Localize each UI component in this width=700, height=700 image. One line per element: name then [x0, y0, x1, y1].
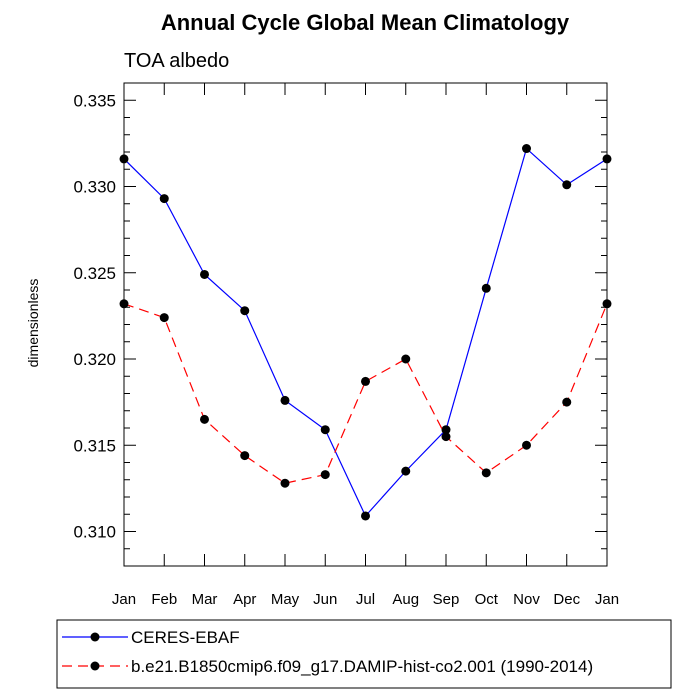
series-0-point [441, 425, 451, 435]
legend-marker-1 [90, 661, 100, 671]
x-tick-label: Oct [475, 591, 499, 608]
x-tick-label: Jun [313, 591, 337, 608]
series-1-point [441, 432, 451, 442]
x-tick-label: Mar [192, 591, 218, 608]
series-0-point [159, 194, 169, 204]
y-tick-label: 0.320 [73, 350, 116, 369]
x-tick-label: Dec [553, 591, 580, 608]
series-1-point [522, 440, 531, 450]
plot-area: 0.310 0.315 0.320 0.325 0.330 0.335 Jan Feb Mar A… [73, 82, 619, 608]
series-1-point [119, 299, 129, 309]
x-tick-label: Aug [392, 591, 419, 608]
x-tick-label: Nov [513, 591, 540, 608]
series-1-point [240, 451, 250, 461]
chart-title: Annual Cycle Global Mean Climatology [161, 10, 570, 35]
legend-label-0: CERES-EBAF [131, 628, 240, 647]
series-1-point [361, 376, 370, 386]
legend-marker-0 [90, 632, 100, 642]
series-0-point [401, 466, 411, 476]
y-axis-label: dimensionless [25, 279, 41, 368]
series-0-point [119, 154, 129, 164]
series-0-point [562, 180, 572, 190]
series-1-point [200, 414, 209, 424]
series-0-point [481, 283, 491, 293]
series-line-0 [123, 147, 608, 518]
legend-label-1: b.e21.B1850cmip6.f09_g17.DAMIP-hist-co2.… [131, 657, 593, 676]
series-0-point [200, 269, 209, 279]
series-1-point [562, 397, 572, 407]
legend: CERES-EBAF b.e21.B1850cmip6.f09_g17.DAMIP… [56, 619, 672, 689]
x-tick-label: May [271, 591, 300, 608]
chart-subtitle: TOA albedo [124, 50, 229, 72]
x-tick-label: Jan [112, 591, 136, 608]
series-0-point [361, 511, 370, 521]
series-1-point [481, 468, 491, 478]
series-line-1 [123, 303, 608, 484]
x-tick-label: Feb [151, 591, 177, 608]
y-tick-label: 0.335 [73, 91, 116, 110]
series-0-point [602, 154, 612, 164]
x-tick-label: Jul [356, 591, 375, 608]
series-1-point [159, 313, 169, 323]
series-0-point [522, 144, 531, 154]
series-1-point [401, 354, 411, 364]
x-tick-label: Apr [233, 591, 256, 608]
series-0-point [320, 425, 330, 435]
series-1-point [602, 299, 612, 309]
x-tick-label: Jan [595, 591, 619, 608]
legend-box [56, 619, 672, 689]
series-0-point [280, 395, 290, 405]
series-1-point [320, 470, 330, 480]
y-tick-label: 0.310 [73, 523, 116, 542]
series-1-point [280, 478, 290, 488]
y-tick-label: 0.315 [73, 436, 116, 455]
y-tick-label: 0.330 [73, 178, 116, 197]
series-0-point [240, 306, 250, 316]
x-tick-label: Sep [433, 591, 460, 608]
y-tick-label: 0.325 [73, 264, 116, 283]
